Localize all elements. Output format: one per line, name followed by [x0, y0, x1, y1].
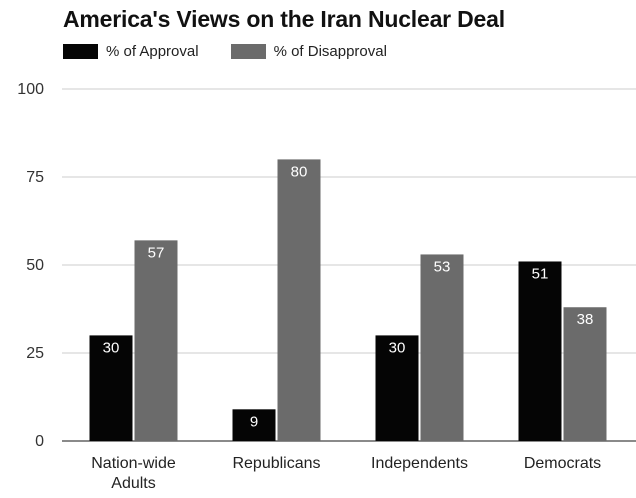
data-label: 9: [250, 413, 258, 430]
legend: % of Approval % of Disapproval: [63, 41, 419, 61]
x-tick-label-line: Independents: [371, 455, 468, 472]
legend-item-approval: % of Approval: [63, 43, 199, 60]
x-tick-label-line: Republicans: [232, 455, 320, 472]
x-tick-label-line: Nation-wide: [91, 455, 176, 472]
x-tick-label: Republicans: [232, 455, 320, 472]
bar-approval: [518, 261, 562, 441]
y-tick-label: 100: [17, 81, 44, 98]
data-label: 57: [148, 244, 165, 261]
bar-disapproval: [134, 240, 178, 441]
legend-swatch-approval: [63, 43, 98, 59]
data-label: 80: [291, 163, 308, 180]
data-label: 53: [434, 258, 451, 275]
x-tick-label: Democrats: [524, 455, 601, 472]
data-label: 38: [577, 311, 594, 328]
chart-title: America's Views on the Iran Nuclear Deal: [63, 6, 505, 32]
bar-disapproval: [563, 307, 607, 441]
data-label: 30: [103, 339, 120, 356]
legend-item-disapproval: % of Disapproval: [230, 42, 387, 60]
x-tick-label: Nation-wide Adults: [91, 455, 176, 492]
bar-disapproval: [420, 254, 464, 441]
x-tick-label: Independents: [371, 455, 468, 472]
bar-approval: [232, 409, 276, 441]
bar-disapproval: [277, 159, 321, 441]
bar-approval: [89, 335, 133, 441]
y-tick-label: 50: [26, 257, 44, 274]
data-label: 51: [532, 265, 549, 282]
legend-label-disapproval: % of Disapproval: [273, 42, 387, 60]
y-tick-label: 75: [26, 169, 44, 186]
bar-approval: [375, 335, 419, 441]
x-tick-label-line: Adults: [111, 475, 155, 492]
legend-label-approval: % of Approval: [106, 42, 199, 60]
legend-swatch-disapproval: [230, 43, 266, 59]
y-tick-label: 0: [35, 433, 44, 450]
x-tick-label-line: Democrats: [524, 455, 601, 472]
data-label: 30: [389, 339, 406, 356]
y-tick-label: 25: [26, 345, 44, 362]
